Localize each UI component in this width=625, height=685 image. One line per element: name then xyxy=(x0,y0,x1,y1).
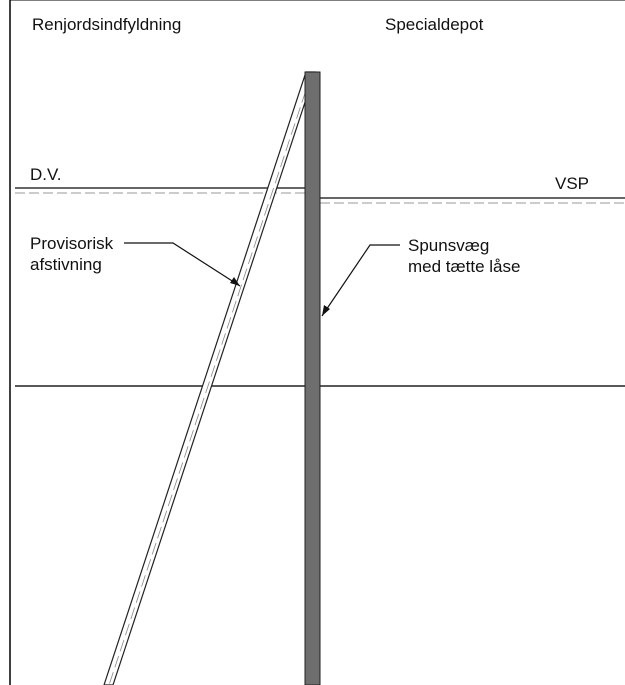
wall-arrow xyxy=(322,305,330,316)
right-zone-label: Specialdepot xyxy=(385,15,484,34)
left-zone-label: Renjordsindfyldning xyxy=(32,15,181,34)
sheet-pile-wall xyxy=(304,71,321,685)
brace-label: Provisorisk afstivning xyxy=(30,234,114,274)
vsp-label: VSP xyxy=(555,174,589,193)
brace-centerline xyxy=(108,74,312,685)
wall-leader xyxy=(321,244,400,317)
brace-arrow xyxy=(230,277,240,286)
wall-label: Spunsvæg med tætte låse xyxy=(408,236,520,276)
brace-leader xyxy=(124,242,241,287)
dv-label: D.V. xyxy=(30,165,62,184)
